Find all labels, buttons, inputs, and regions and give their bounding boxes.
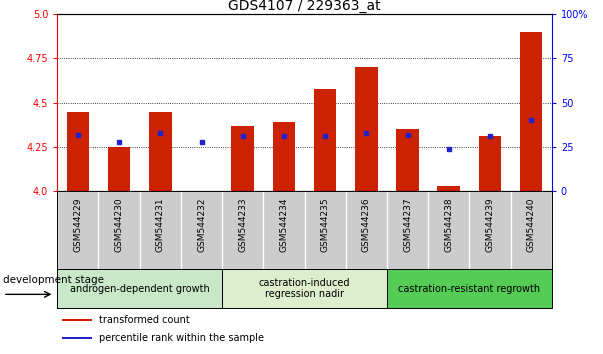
Text: castration-resistant regrowth: castration-resistant regrowth	[398, 284, 540, 293]
Text: GSM544232: GSM544232	[197, 198, 206, 252]
Bar	[437, 186, 460, 191]
Text: GSM544234: GSM544234	[279, 198, 288, 252]
Bar	[355, 67, 377, 191]
Text: castration-induced
regression nadir: castration-induced regression nadir	[259, 278, 350, 299]
Bar	[520, 32, 543, 191]
Bar	[273, 122, 295, 191]
Text: GSM544231: GSM544231	[156, 198, 165, 252]
Text: GSM544233: GSM544233	[238, 198, 247, 252]
Text: GSM544240: GSM544240	[526, 198, 535, 252]
Text: transformed count: transformed count	[99, 315, 190, 325]
Bar	[57, 269, 222, 308]
Bar	[479, 136, 501, 191]
Bar	[232, 126, 254, 191]
Text: percentile rank within the sample: percentile rank within the sample	[99, 333, 264, 343]
Text: GSM544229: GSM544229	[74, 198, 83, 252]
Text: GSM544235: GSM544235	[321, 198, 330, 252]
Title: GDS4107 / 229363_at: GDS4107 / 229363_at	[228, 0, 381, 13]
Text: GSM544239: GSM544239	[485, 198, 494, 252]
Bar	[314, 88, 336, 191]
Text: GSM544238: GSM544238	[444, 198, 453, 252]
Bar	[62, 337, 92, 339]
Bar	[396, 129, 419, 191]
Bar	[66, 112, 89, 191]
Bar	[222, 269, 387, 308]
Bar	[108, 147, 130, 191]
Text: development stage: development stage	[3, 275, 104, 285]
Text: GSM544237: GSM544237	[403, 198, 412, 252]
Text: GSM544230: GSM544230	[115, 198, 124, 252]
Bar	[62, 319, 92, 321]
Bar	[149, 112, 172, 191]
Text: GSM544236: GSM544236	[362, 198, 371, 252]
Bar	[387, 269, 552, 308]
Text: androgen-dependent growth: androgen-dependent growth	[70, 284, 210, 293]
